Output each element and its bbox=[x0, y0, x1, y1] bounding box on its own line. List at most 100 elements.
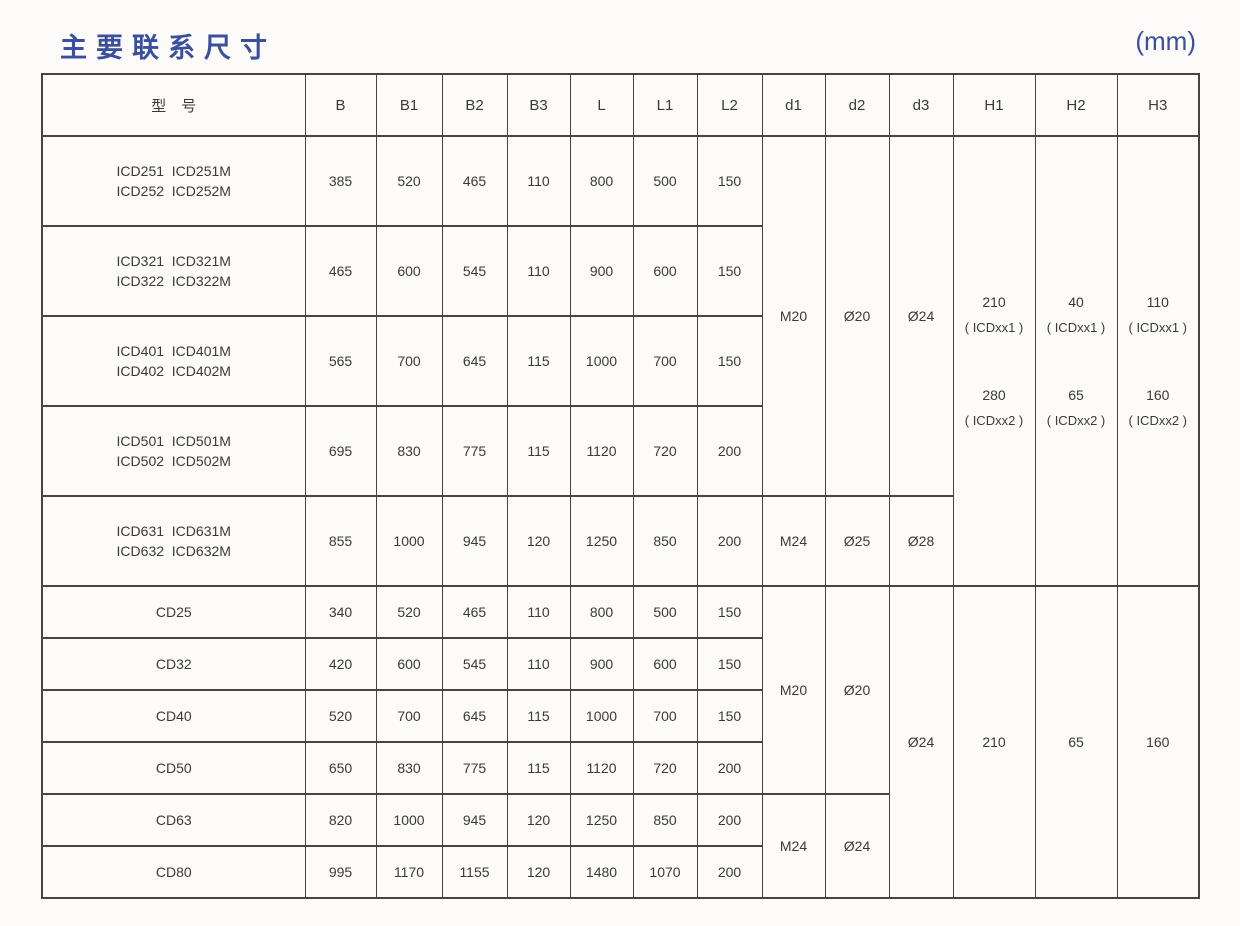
model-cell: CD25 bbox=[41, 585, 306, 639]
table-cell: 830 bbox=[375, 741, 443, 795]
model-text: ICD251 ICD251M bbox=[116, 163, 231, 179]
table-cell: 200 bbox=[696, 741, 763, 795]
table-row: CD40 520 700 645 115 1000 700 150 bbox=[41, 689, 1199, 743]
table-row: CD63 820 1000 945 120 1250 850 200 M24 Ø… bbox=[41, 793, 1199, 899]
table-row: ICD321 ICD321M ICD322 ICD322M 465 600 54… bbox=[41, 225, 1199, 317]
h-variant-label: ( ICDxx1 ) bbox=[1128, 320, 1188, 335]
model-cell: ICD251 ICD251M ICD252 ICD252M bbox=[41, 135, 306, 227]
table-cell: 645 bbox=[441, 315, 508, 407]
table-row: ICD401 ICD401M ICD402 ICD402M 565 700 64… bbox=[41, 315, 1199, 407]
model-cell: ICD501 ICD501M ICD502 ICD502M bbox=[41, 405, 306, 497]
d2-cell: Ø20 bbox=[824, 585, 890, 795]
d3-cell: Ø24 bbox=[888, 135, 954, 497]
d2-cell: Ø25 bbox=[824, 495, 890, 587]
column-header: H1 bbox=[952, 73, 1036, 137]
model-cell: ICD631 ICD631M ICD632 ICD632M bbox=[41, 495, 306, 587]
table-cell: 900 bbox=[569, 637, 634, 691]
table-cell: 1155 bbox=[441, 845, 508, 899]
table-cell: 110 bbox=[506, 637, 571, 691]
table-cell: 150 bbox=[696, 637, 763, 691]
column-header: H3 bbox=[1116, 73, 1200, 137]
table-cell: 1170 bbox=[375, 845, 443, 899]
column-header: d2 bbox=[824, 73, 890, 137]
table-cell: 340 bbox=[304, 585, 377, 639]
model-text: ICD252 ICD252M bbox=[116, 183, 231, 199]
table-cell: 1250 bbox=[569, 495, 634, 587]
table-cell: 200 bbox=[696, 495, 763, 587]
table-cell: 855 bbox=[304, 495, 377, 587]
table-cell: 120 bbox=[506, 845, 571, 899]
table-cell: 520 bbox=[304, 689, 377, 743]
h2-stack: 40 ( ICDxx1 ) 65 ( ICDxx2 ) bbox=[1036, 295, 1117, 427]
table-cell: 465 bbox=[441, 585, 508, 639]
model-cell: ICD401 ICD401M ICD402 ICD402M bbox=[41, 315, 306, 407]
model-text: ICD401 ICD401M bbox=[116, 343, 231, 359]
column-header-model: 型 号 bbox=[41, 73, 306, 137]
h-value-group: 65 ( ICDxx2 ) bbox=[1036, 388, 1117, 427]
column-header: B bbox=[304, 73, 377, 137]
table-cell: 200 bbox=[696, 845, 763, 899]
table-cell: 465 bbox=[441, 135, 508, 227]
h-value: 40 bbox=[1068, 294, 1084, 310]
table-cell: 820 bbox=[304, 793, 377, 847]
column-header: B3 bbox=[506, 73, 571, 137]
table-cell: 1070 bbox=[632, 845, 698, 899]
table-cell: 1000 bbox=[569, 315, 634, 407]
table-cell: 600 bbox=[632, 637, 698, 691]
h-value: 210 bbox=[982, 294, 1006, 310]
table-cell: 945 bbox=[441, 495, 508, 587]
dimensions-table: 型 号 B B1 B2 B3 L L1 L2 d1 d2 d3 H1 H2 H3… bbox=[41, 73, 1200, 899]
h-value: 110 bbox=[1146, 294, 1169, 310]
table-cell: 800 bbox=[569, 135, 634, 227]
table-header-row: 型 号 B B1 B2 B3 L L1 L2 d1 d2 d3 H1 H2 H3 bbox=[41, 73, 1200, 137]
h1-cell: 210 bbox=[952, 585, 1036, 899]
table-cell: 545 bbox=[441, 225, 508, 317]
table-row: ICD251 ICD251M ICD252 ICD252M 385 520 46… bbox=[41, 135, 1200, 587]
table-row: CD80 995 1170 1155 120 1480 1070 200 bbox=[41, 845, 1199, 899]
table-cell: 120 bbox=[506, 793, 571, 847]
table-row: ICD631 ICD631M ICD632 ICD632M 855 1000 9… bbox=[41, 495, 1199, 587]
table-cell: 695 bbox=[304, 405, 377, 497]
table-cell: 200 bbox=[696, 793, 763, 847]
table-cell: 120 bbox=[506, 495, 571, 587]
table-row: CD25 340 520 465 110 800 500 150 M20 Ø20… bbox=[41, 585, 1200, 899]
table-cell: 500 bbox=[632, 585, 698, 639]
h-variant-label: ( ICDxx1 ) bbox=[964, 320, 1024, 335]
h-variant-label: ( ICDxx2 ) bbox=[1046, 413, 1106, 428]
table-cell: 1120 bbox=[569, 405, 634, 497]
table-cell: 500 bbox=[632, 135, 698, 227]
table-cell: 110 bbox=[506, 585, 571, 639]
h1-cell: 210 ( ICDxx1 ) 280 ( ICDxx2 ) bbox=[952, 135, 1036, 587]
table-cell: 1000 bbox=[569, 689, 634, 743]
table-cell: 150 bbox=[696, 585, 763, 639]
model-cell: CD63 bbox=[41, 793, 306, 847]
table-cell: 1000 bbox=[375, 495, 443, 587]
column-header: d3 bbox=[888, 73, 954, 137]
d2-cell: Ø24 bbox=[824, 793, 890, 899]
table-cell: 995 bbox=[304, 845, 377, 899]
model-cell: ICD321 ICD321M ICD322 ICD322M bbox=[41, 225, 306, 317]
table-cell: 150 bbox=[696, 689, 763, 743]
table-cell: 150 bbox=[696, 225, 763, 317]
h-value-group: 280 ( ICDxx2 ) bbox=[954, 388, 1035, 427]
table-cell: 115 bbox=[506, 689, 571, 743]
table-cell: 600 bbox=[375, 637, 443, 691]
column-header: B2 bbox=[441, 73, 508, 137]
column-header: L2 bbox=[696, 73, 763, 137]
d1-cell: M24 bbox=[761, 793, 826, 899]
table-cell: 545 bbox=[441, 637, 508, 691]
model-text: ICD501 ICD501M bbox=[116, 433, 231, 449]
d3-cell: Ø28 bbox=[888, 495, 954, 587]
h3-cell: 160 bbox=[1116, 585, 1200, 899]
table-cell: 110 bbox=[506, 225, 571, 317]
table-cell: 150 bbox=[696, 135, 763, 227]
h-variant-label: ( ICDxx2 ) bbox=[1128, 413, 1188, 428]
table-cell: 800 bbox=[569, 585, 634, 639]
h-value-group: 110 ( ICDxx1 ) bbox=[1118, 295, 1199, 334]
table-cell: 645 bbox=[441, 689, 508, 743]
table-cell: 700 bbox=[375, 689, 443, 743]
h2-cell: 40 ( ICDxx1 ) 65 ( ICDxx2 ) bbox=[1034, 135, 1118, 587]
table-cell: 115 bbox=[506, 741, 571, 795]
table-cell: 600 bbox=[375, 225, 443, 317]
